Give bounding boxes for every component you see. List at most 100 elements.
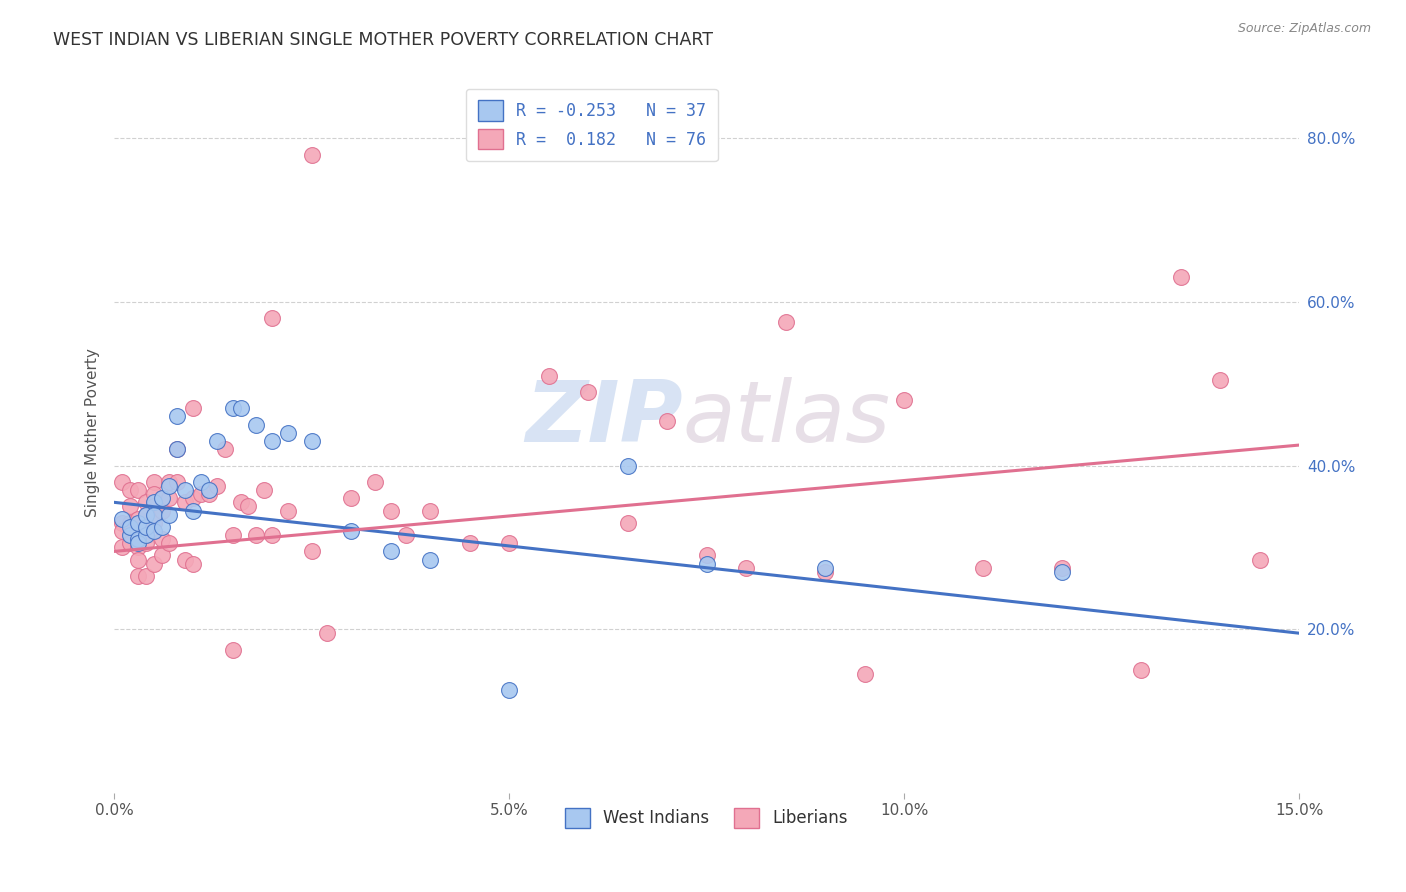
Point [696, 549, 718, 563]
Point [340, 524, 363, 538]
Point [174, 495, 197, 509]
Point [238, 500, 260, 514]
Point [229, 401, 252, 416]
Point [135, 495, 157, 509]
Point [1170, 270, 1192, 285]
Point [498, 683, 520, 698]
Point [696, 557, 718, 571]
Point [127, 552, 149, 566]
Point [150, 503, 173, 517]
Point [118, 528, 141, 542]
Point [127, 536, 149, 550]
Point [458, 536, 481, 550]
Point [150, 491, 173, 506]
Point [419, 503, 441, 517]
Point [1130, 663, 1153, 677]
Point [142, 475, 165, 489]
Text: ZIP: ZIP [526, 377, 683, 460]
Point [118, 516, 141, 530]
Point [853, 667, 876, 681]
Point [616, 458, 638, 473]
Point [277, 425, 299, 440]
Point [814, 565, 837, 579]
Point [142, 524, 165, 538]
Point [364, 475, 387, 489]
Point [814, 560, 837, 574]
Point [127, 516, 149, 530]
Point [135, 520, 157, 534]
Point [142, 495, 165, 509]
Point [775, 315, 797, 329]
Point [214, 442, 236, 457]
Point [111, 516, 134, 530]
Point [127, 511, 149, 525]
Point [150, 549, 173, 563]
Point [159, 479, 181, 493]
Point [142, 487, 165, 501]
Point [221, 528, 243, 542]
Point [166, 442, 188, 457]
Point [118, 500, 141, 514]
Point [181, 557, 204, 571]
Point [111, 524, 134, 538]
Point [181, 401, 204, 416]
Point [616, 516, 638, 530]
Point [127, 532, 149, 546]
Point [262, 528, 284, 542]
Point [245, 417, 267, 432]
Point [537, 368, 560, 383]
Text: WEST INDIAN VS LIBERIAN SINGLE MOTHER POVERTY CORRELATION CHART: WEST INDIAN VS LIBERIAN SINGLE MOTHER PO… [53, 31, 713, 49]
Point [1050, 560, 1073, 574]
Point [127, 569, 149, 583]
Point [111, 511, 134, 525]
Point [150, 520, 173, 534]
Point [142, 508, 165, 522]
Point [1050, 565, 1073, 579]
Point [118, 483, 141, 497]
Point [419, 552, 441, 566]
Text: Source: ZipAtlas.com: Source: ZipAtlas.com [1237, 22, 1371, 36]
Point [135, 536, 157, 550]
Legend: West Indians, Liberians: West Indians, Liberians [558, 801, 855, 835]
Point [893, 393, 915, 408]
Point [301, 544, 323, 558]
Point [198, 483, 221, 497]
Point [159, 536, 181, 550]
Point [190, 475, 212, 489]
Point [181, 491, 204, 506]
Point [498, 536, 520, 550]
Point [135, 508, 157, 522]
Point [229, 495, 252, 509]
Y-axis label: Single Mother Poverty: Single Mother Poverty [86, 349, 100, 517]
Point [135, 569, 157, 583]
Point [159, 475, 181, 489]
Point [166, 475, 188, 489]
Point [150, 532, 173, 546]
Point [205, 434, 228, 448]
Point [174, 552, 197, 566]
Point [221, 642, 243, 657]
Point [301, 147, 323, 161]
Point [253, 483, 276, 497]
Point [111, 541, 134, 555]
Point [380, 503, 402, 517]
Point [301, 434, 323, 448]
Point [245, 528, 267, 542]
Point [190, 487, 212, 501]
Point [135, 524, 157, 538]
Point [1249, 552, 1271, 566]
Point [142, 516, 165, 530]
Point [135, 528, 157, 542]
Point [1209, 373, 1232, 387]
Point [142, 557, 165, 571]
Point [111, 475, 134, 489]
Point [655, 413, 678, 427]
Point [118, 520, 141, 534]
Point [576, 384, 599, 399]
Text: atlas: atlas [683, 377, 891, 460]
Point [205, 479, 228, 493]
Point [262, 434, 284, 448]
Point [159, 491, 181, 506]
Point [972, 560, 994, 574]
Point [142, 500, 165, 514]
